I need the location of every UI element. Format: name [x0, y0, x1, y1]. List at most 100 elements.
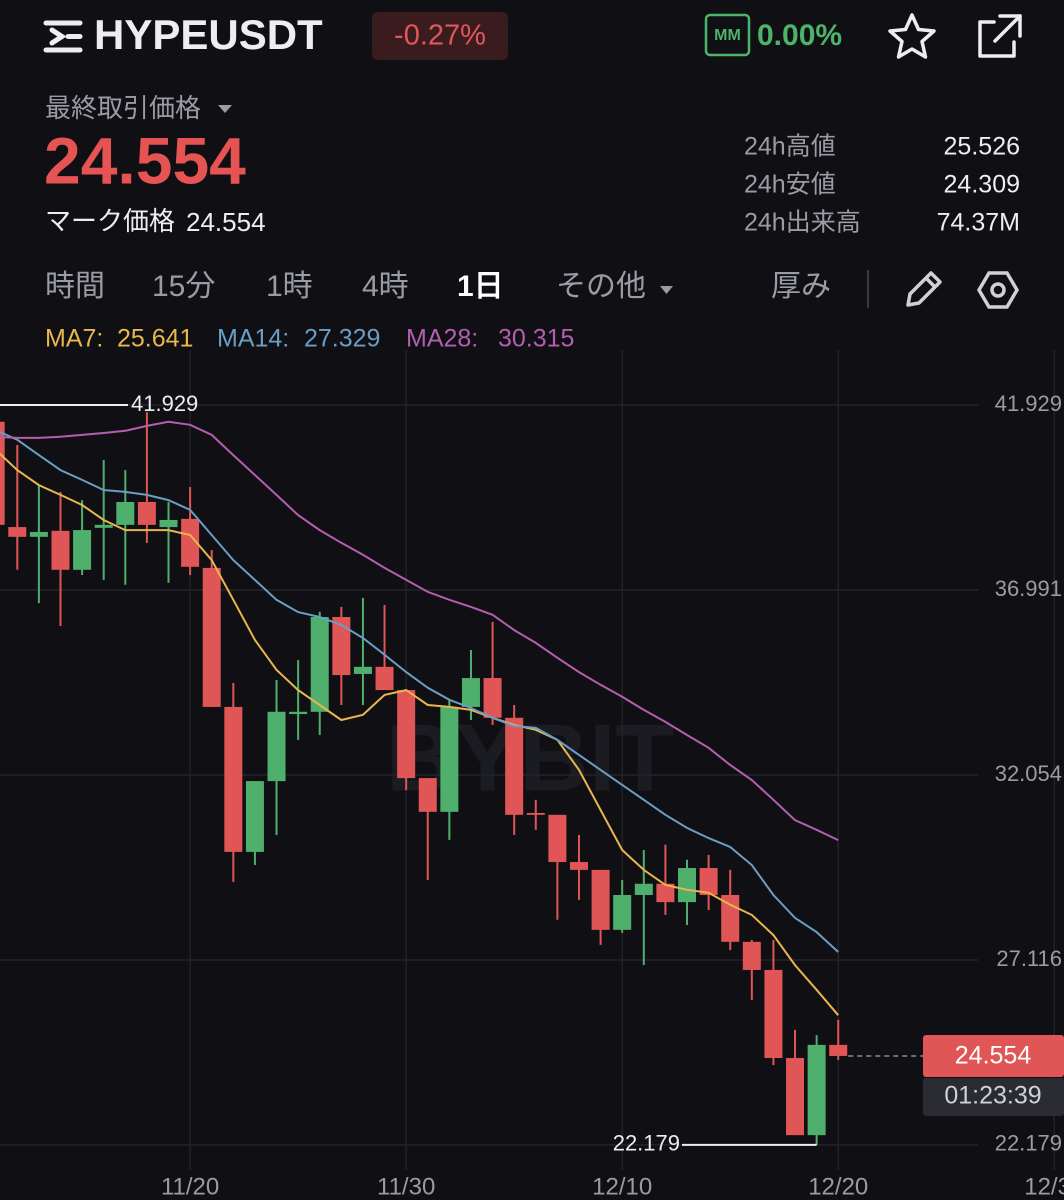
candle-body	[116, 501, 135, 525]
candle-body	[0, 421, 5, 525]
candle-body	[440, 706, 459, 812]
stats: 24h高値 25.526 24h安値 24.309 24h出来高 74.37M	[744, 133, 1020, 237]
candle-body	[786, 1057, 805, 1136]
candle-body	[289, 711, 308, 715]
candle-body	[159, 519, 178, 528]
candle-body	[483, 678, 502, 718]
mark-price: 24.554	[186, 207, 266, 237]
low-label: 22.179	[613, 1131, 680, 1156]
stat-label: 24h出来高	[744, 209, 861, 237]
tabs: 時間 15分 1時 4時 1日 その他 厚み	[45, 270, 831, 303]
last-price-label[interactable]: 最終取引価格	[45, 93, 201, 123]
tab[interactable]: 1時	[266, 270, 313, 303]
symbol[interactable]: HYPEUSDT	[94, 11, 323, 58]
y-tick-label: 41.929	[995, 391, 1062, 416]
stat-value: 25.526	[944, 133, 1020, 161]
candle-body	[51, 530, 70, 570]
ma-legend-value: 25.641	[117, 325, 193, 353]
candle-body	[73, 530, 92, 570]
candle-body	[678, 868, 697, 903]
candle-body	[137, 501, 156, 525]
candle-body	[94, 524, 113, 528]
change: -0.27%	[394, 20, 486, 52]
candle-body	[397, 690, 416, 779]
candle-body	[267, 711, 286, 782]
draw-icon[interactable]	[906, 271, 942, 307]
tab[interactable]: 厚み	[771, 270, 831, 303]
mm-badge[interactable]	[704, 13, 751, 57]
x-tick-label: 12/20	[808, 1173, 868, 1200]
countdown: 01:23:39	[944, 1082, 1041, 1110]
share-icon[interactable]	[978, 14, 1022, 58]
candle-body	[764, 969, 783, 1058]
ma-line	[0, 430, 839, 953]
candle-body	[591, 869, 610, 930]
ma-line	[0, 420, 839, 842]
stat-value: 24.309	[944, 171, 1020, 199]
candle-body	[807, 1044, 826, 1136]
x-tick-label: 12/10	[592, 1173, 652, 1200]
x-tick-label: 12/30	[1024, 1173, 1064, 1200]
candle-body	[245, 781, 264, 852]
candle-body	[310, 617, 329, 712]
x-tick-label: 11/20	[161, 1173, 219, 1200]
candle-body	[181, 518, 200, 567]
tab[interactable]: 4時	[362, 270, 409, 303]
ma-legend-value: 27.329	[304, 325, 380, 353]
y-tick-label: 32.054	[995, 761, 1062, 786]
countdown-box	[923, 1077, 1064, 1116]
change-badge	[372, 12, 508, 60]
candle-body	[634, 883, 653, 895]
candle-body	[829, 1044, 848, 1056]
tab[interactable]: 1日	[457, 270, 504, 303]
last-price-tag	[923, 1034, 1064, 1077]
candle-body	[699, 868, 718, 895]
candle-body	[224, 706, 243, 852]
mark-price-label: マーク価格	[45, 206, 175, 236]
ma-legend-name: MA7:	[45, 325, 103, 353]
candle-body	[29, 531, 48, 537]
y-tick-label: 36.991	[995, 576, 1062, 601]
stat-label: 24h安値	[744, 171, 836, 199]
candle-body	[742, 941, 761, 970]
candle-body	[505, 717, 524, 815]
more-arrow[interactable]	[660, 286, 673, 294]
candle-body	[569, 862, 588, 870]
candle-body	[332, 617, 351, 676]
x-tick-label: 11/30	[377, 1173, 435, 1200]
stat-value: 74.37M	[937, 209, 1020, 237]
settings-icon[interactable]	[976, 271, 1020, 309]
candle-body	[526, 812, 545, 815]
favorite-icon[interactable]	[888, 13, 936, 59]
tab[interactable]: 15分	[152, 270, 215, 303]
high-label: 41.929	[131, 391, 198, 416]
candle-body	[202, 567, 221, 707]
chart[interactable]: BYBIT11/2011/3012/1012/2012/3041.92936.9…	[0, 350, 1064, 1200]
tab[interactable]: その他	[556, 270, 646, 303]
candle-body	[418, 778, 437, 812]
mm-value: 0.00%	[757, 19, 842, 52]
candle-body	[613, 895, 632, 930]
candle-body	[548, 814, 567, 863]
ma-legend-name: MA28:	[406, 325, 478, 353]
y-tick-label: 27.116	[996, 946, 1062, 971]
last-price-tag-label: 24.554	[955, 1042, 1032, 1070]
last-price: 24.554	[44, 123, 246, 197]
ma-legend-value: 30.315	[498, 325, 574, 353]
tab[interactable]: 時間	[45, 270, 105, 303]
dropdown-arrow[interactable]	[218, 105, 232, 113]
candle-body	[353, 666, 372, 674]
menu-icon[interactable]	[43, 20, 83, 53]
candle-body	[461, 678, 480, 707]
mm-label: MM	[714, 27, 741, 44]
candle-body	[656, 883, 675, 903]
candle-body	[375, 666, 394, 691]
ma-line	[0, 452, 839, 1016]
ma-legend-name: MA14:	[217, 325, 289, 353]
candle-body	[8, 527, 27, 537]
stat-label: 24h高値	[744, 133, 836, 161]
y-tick-label: 22.179	[995, 1131, 1062, 1156]
